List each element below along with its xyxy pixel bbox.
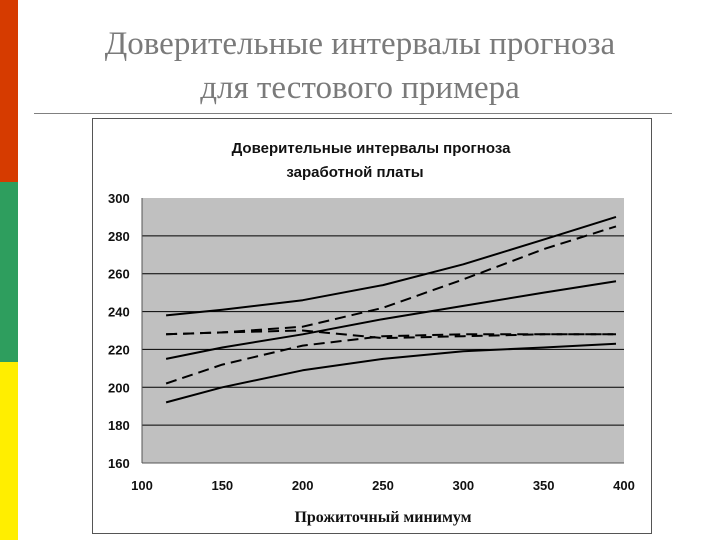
y-tick-label-300: 300: [108, 191, 130, 206]
slide-title-line-2: для тестового примера: [200, 70, 520, 106]
title-divider: [34, 113, 672, 114]
series-line-3-solid: [165, 342, 617, 404]
x-tick-label-300: 300: [452, 478, 474, 493]
x-tick-label-200: 200: [292, 478, 314, 493]
y-tick-label-200: 200: [108, 380, 130, 395]
chart-frame: Доверительные интервалы прогноза заработ…: [92, 118, 652, 534]
chart: Доверительные интервалы прогноза заработ…: [108, 140, 635, 526]
x-tick-label-250: 250: [372, 478, 394, 493]
x-tick-label-400: 400: [613, 478, 635, 493]
series-line-6-dashed: [165, 333, 616, 385]
x-axis-label: Прожиточный минимум: [294, 509, 471, 526]
accent-bar-red: [0, 0, 18, 182]
x-tick-label-100: 100: [131, 478, 153, 493]
y-tick-label-240: 240: [108, 305, 130, 320]
y-tick-label-220: 220: [108, 342, 130, 357]
accent-bar-green: [0, 182, 18, 362]
plot-background: [142, 198, 624, 463]
y-tick-label-160: 160: [108, 456, 130, 471]
x-tick-label-150: 150: [211, 478, 233, 493]
chart-title-line-2: заработной платы: [286, 164, 423, 181]
y-tick-label-280: 280: [108, 229, 130, 244]
y-tick-label-180: 180: [108, 418, 130, 433]
series-line-1-solid: [165, 215, 617, 317]
x-tick-label-350: 350: [533, 478, 555, 493]
slide-title-line-1: Доверительные интервалы прогноза: [104, 26, 616, 62]
accent-bar-yellow: [0, 362, 18, 540]
chart-title-line-1: Доверительные интервалы прогноза: [232, 140, 512, 157]
y-tick-label-260: 260: [108, 267, 130, 282]
series-line-2-solid: [165, 280, 617, 360]
slide-title: Доверительные интервалы прогноза для тес…: [30, 22, 690, 110]
